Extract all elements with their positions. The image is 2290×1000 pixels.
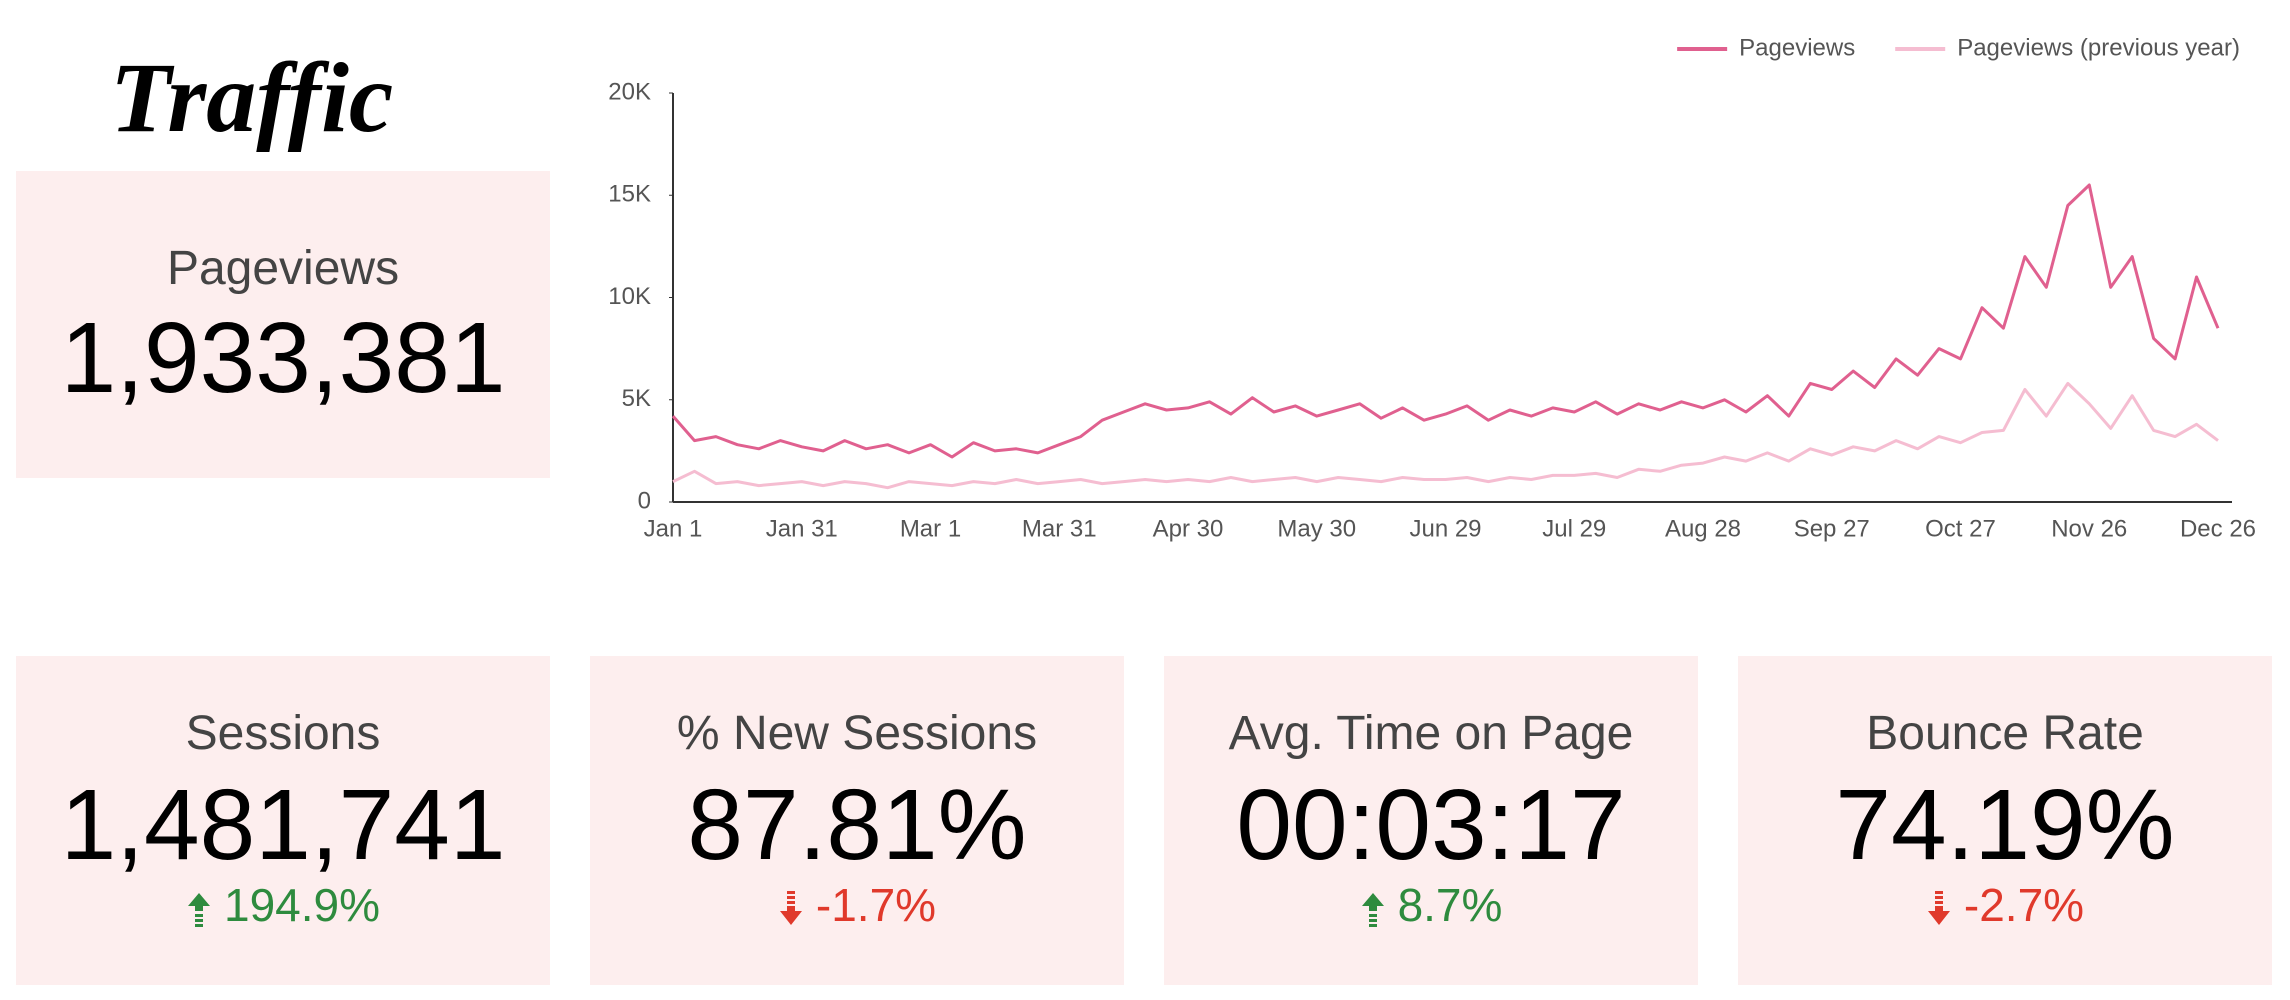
arrow-up-icon	[1361, 893, 1384, 927]
arrow-down-icon	[779, 891, 802, 925]
line-chart: 0 5K 10K 15K 20K Jan 1 Jan 31 Mar 1 Mar 31 Apr 30…	[608, 34, 2256, 542]
scorecard-label: Bounce Rate	[1866, 707, 2144, 760]
x-tick-label: Mar 1	[900, 515, 961, 542]
x-tick-label: Jan 1	[644, 515, 703, 542]
page-title: Traffic	[110, 42, 394, 153]
change-text: -2.7%	[1963, 879, 2085, 931]
scorecard-value: 1,933,381	[60, 302, 506, 414]
scorecard-label: Avg. Time on Page	[1228, 707, 1634, 760]
scorecard: Avg. Time on Page 00:03:17 8.7%	[1164, 656, 1698, 985]
scorecard: Bounce Rate 74.19% -2.7%	[1738, 656, 2272, 985]
scorecard-change: -1.7%	[590, 878, 1124, 932]
x-tick-label: Sep 27	[1794, 515, 1870, 542]
scorecard-label: % New Sessions	[676, 707, 1038, 760]
arrow-down-icon	[1927, 891, 1950, 925]
change-text: 8.7%	[1397, 879, 1503, 931]
x-tick-label: Aug 28	[1665, 515, 1741, 542]
scorecard-label: Sessions	[185, 707, 381, 760]
scorecard-change: 8.7%	[1164, 878, 1698, 932]
x-tick-label: Mar 31	[1022, 515, 1097, 542]
x-tick-label: Jul 29	[1542, 515, 1606, 542]
y-tick-label: 5K	[622, 385, 651, 412]
change-text: 194.9%	[223, 879, 380, 931]
x-tick-label: Apr 30	[1153, 515, 1224, 542]
scorecard: Sessions 1,481,741 194.9%	[16, 656, 550, 985]
scorecard-value: 1,481,741	[60, 769, 506, 881]
y-tick-label: 0	[638, 487, 651, 514]
scorecard-change: 194.9%	[16, 878, 550, 932]
series-line	[671, 183, 2220, 459]
change-text: -1.7%	[815, 879, 937, 931]
scorecard-value: 00:03:17	[1236, 769, 1626, 881]
series-line	[672, 381, 2219, 490]
y-tick-label: 10K	[608, 283, 651, 310]
scorecard: Pageviews 1,933,381	[16, 171, 550, 478]
arrow-up-icon	[187, 893, 210, 927]
scorecard-value: 74.19%	[1835, 769, 2175, 881]
x-tick-label: May 30	[1277, 515, 1356, 542]
y-tick-label: 15K	[608, 181, 651, 208]
x-tick-label: Oct 27	[1925, 515, 1996, 542]
x-tick-label: Jun 29	[1409, 515, 1481, 542]
x-tick-label: Dec 26	[2180, 515, 2256, 542]
scorecard: % New Sessions 87.81% -1.7%	[590, 656, 1124, 985]
scorecard-label: Pageviews	[166, 242, 400, 295]
scorecard-value: 87.81%	[687, 769, 1027, 881]
scorecard-change: -2.7%	[1738, 878, 2272, 932]
x-tick-label: Jan 31	[766, 515, 838, 542]
legend-label: Pageviews	[1739, 34, 1855, 61]
legend-label: Pageviews (previous year)	[1957, 34, 2240, 61]
y-tick-label: 20K	[608, 78, 651, 105]
x-tick-label: Nov 26	[2051, 515, 2127, 542]
